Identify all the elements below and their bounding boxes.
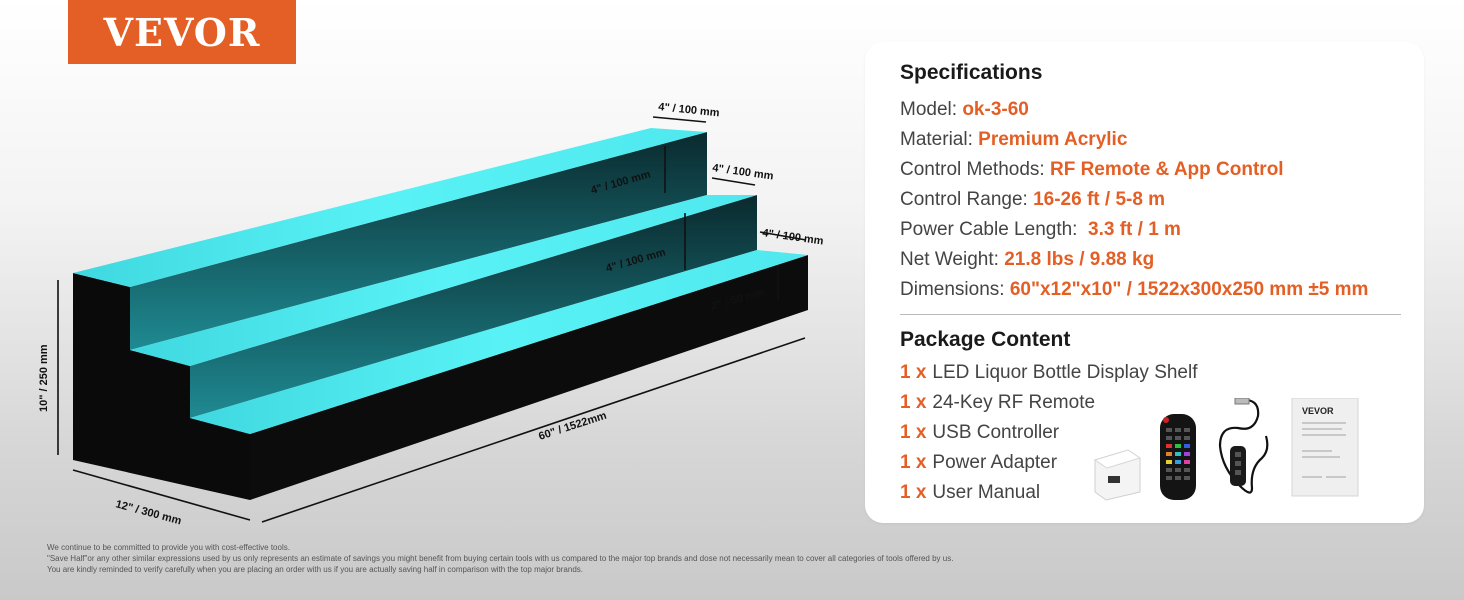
accessories-image: VEVOR xyxy=(1093,398,1359,501)
dim-step2-depth: 4" / 100 mm xyxy=(762,227,825,247)
usb-controller-icon xyxy=(1218,398,1269,494)
spec-model: Model: ok-3-60 xyxy=(900,99,1029,120)
dim-height: 10" / 250 mm xyxy=(38,344,50,412)
package-title: Package Content xyxy=(900,328,1071,351)
dim-top-width: 4" / 100 mm xyxy=(658,101,721,119)
shelf-riser-1 xyxy=(130,132,707,350)
dim-depth: 12" / 300 mm xyxy=(114,498,183,527)
disclaimer-line-3: You are kindly reminded to verify carefu… xyxy=(47,565,583,574)
divider xyxy=(900,314,1401,315)
shelf-riser-2 xyxy=(190,195,757,418)
disclaimer-line-1: We continue to be committed to provide y… xyxy=(47,543,290,552)
led-shelf-illustration: 4" / 100 mm 4" / 100 mm 4" / 100 mm 4" /… xyxy=(38,101,825,527)
shelf-step-1-surface xyxy=(130,195,757,366)
disclaimer-line-2: "Save Half"or any other similar expressi… xyxy=(47,554,954,563)
dim-length: 60" / 1522mm xyxy=(537,410,608,443)
specifications-title: Specifications xyxy=(900,61,1043,84)
svg-text:VEVOR: VEVOR xyxy=(1302,406,1334,416)
power-adapter-icon xyxy=(1093,449,1142,501)
vevor-logo: VEVOR xyxy=(68,0,296,64)
package-item-remote: 1 x 24-Key RF Remote xyxy=(900,392,1096,413)
spec-material: Material: Premium Acrylic xyxy=(900,129,1128,150)
package-item-shelf: 1 x LED Liquor Bottle Display Shelf xyxy=(900,362,1198,383)
shelf-top-surface xyxy=(73,128,707,287)
spec-net-weight: Net Weight: 21.8 lbs / 9.88 kg xyxy=(900,249,1155,270)
spec-power-cable: Power Cable Length: 3.3 ft / 1 m xyxy=(900,219,1181,240)
spec-control-range: Control Range: 16-26 ft / 5-8 m xyxy=(900,189,1166,210)
package-item-adapter: 1 x Power Adapter xyxy=(900,452,1058,473)
shelf-left-side xyxy=(73,273,250,500)
manual-icon: VEVOR xyxy=(1291,398,1359,497)
spec-dimensions: Dimensions: 60"x12"x10" / 1522x300x250 m… xyxy=(900,279,1369,300)
shelf-front-face xyxy=(250,255,808,500)
package-item-manual: 1 x User Manual xyxy=(900,482,1041,503)
package-item-controller: 1 x USB Controller xyxy=(900,422,1060,443)
remote-icon xyxy=(1160,414,1196,500)
shelf-step-2-surface xyxy=(190,250,808,434)
spec-control-methods: Control Methods: RF Remote & App Control xyxy=(900,159,1284,180)
disclaimer: We continue to be committed to provide y… xyxy=(47,542,953,575)
spec-card: Specifications Model: ok-3-60 Material: … xyxy=(865,42,1424,523)
